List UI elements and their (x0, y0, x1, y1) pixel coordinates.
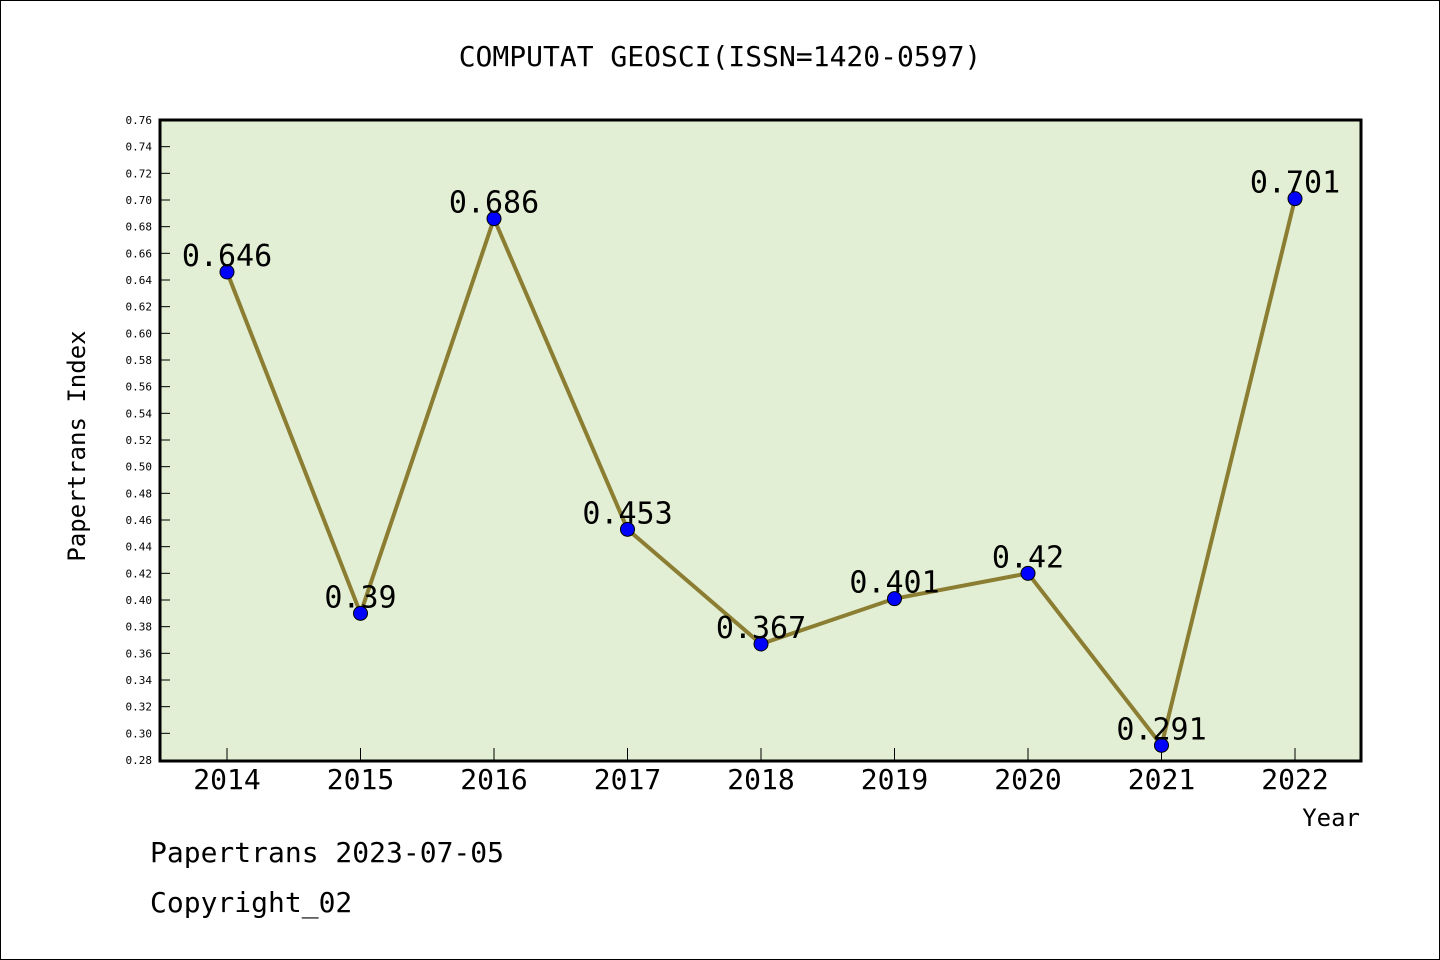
y-tick-label: 0.72 (126, 167, 153, 180)
y-tick-label: 0.64 (126, 274, 153, 287)
y-tick-label: 0.30 (126, 727, 153, 740)
y-tick-label: 0.38 (126, 621, 153, 634)
y-tick-label: 0.52 (126, 434, 153, 447)
x-tick-label: 2019 (861, 763, 928, 796)
x-axis-label: Year (1302, 804, 1360, 832)
data-point-2019 (887, 591, 902, 607)
data-point-2014 (219, 264, 235, 280)
x-tick-label: 2021 (1128, 763, 1195, 796)
x-tick-label: 2016 (460, 763, 527, 796)
y-tick-label: 0.40 (126, 594, 153, 607)
y-tick-label: 0.48 (126, 487, 153, 500)
marker-group (219, 191, 1303, 753)
y-tick-label: 0.76 (126, 114, 153, 127)
y-tick-label: 0.50 (126, 461, 153, 474)
x-axis-ticks: 2014 2015 2016 2017 2018 2019 2020 2021 2022 (193, 748, 1329, 796)
data-label-2019: 0.401 (849, 566, 939, 601)
data-point-2020 (1020, 565, 1036, 581)
data-label-2015: 0.39 (324, 580, 396, 615)
data-point-2021 (1154, 737, 1169, 753)
y-tick-label: 0.60 (126, 327, 153, 340)
y-tick-label: 0.58 (126, 354, 153, 367)
x-tick-label: 2022 (1261, 763, 1328, 796)
data-point-2016 (486, 211, 502, 227)
y-tick-label: 0.44 (126, 541, 153, 554)
data-point-2018 (753, 636, 769, 652)
x-tick-label: 2014 (193, 763, 260, 796)
y-axis-ticks: 0.28 0.30 0.32 0.34 0.36 0.38 0.40 0.42 0.44 0.46… (126, 114, 170, 767)
data-label-2022: 0.701 (1250, 166, 1340, 201)
y-tick-label: 0.36 (126, 647, 153, 660)
footer-copyright: Copyright_02 (150, 886, 353, 919)
x-tick-label: 2020 (994, 763, 1061, 796)
data-label-group: 0.646 0.39 0.686 0.453 0.367 0.401 0.42 0.291 0.… (182, 166, 1340, 748)
chart-title: COMPUTAT GEOSCI(ISSN=1420-0597) (459, 40, 982, 73)
x-tick-label: 2018 (727, 763, 794, 796)
y-tick-label: 0.34 (126, 674, 153, 687)
y-tick-label: 0.66 (126, 247, 153, 260)
y-tick-label: 0.54 (126, 407, 153, 420)
data-point-2017 (620, 521, 635, 537)
y-tick-label: 0.70 (126, 194, 153, 207)
y-axis-label: Papertrans Index (63, 330, 91, 561)
x-tick-label: 2015 (327, 763, 394, 796)
data-point-2022 (1287, 191, 1303, 207)
y-tick-label: 0.68 (126, 221, 153, 234)
data-point-2015 (353, 605, 368, 621)
plot-area (158, 118, 1363, 763)
y-tick-label: 0.32 (126, 701, 153, 714)
y-tick-label: 0.28 (126, 754, 153, 767)
y-tick-label: 0.62 (126, 301, 153, 314)
data-label-2020: 0.42 (992, 540, 1064, 575)
y-tick-label: 0.42 (126, 567, 153, 580)
x-tick-label: 2017 (594, 763, 661, 796)
footer-date: Papertrans 2023-07-05 (150, 836, 505, 869)
y-tick-label: 0.56 (126, 381, 153, 394)
y-tick-label: 0.74 (126, 141, 153, 154)
data-label-2021: 0.291 (1116, 712, 1206, 747)
data-label-2014: 0.646 (182, 239, 272, 274)
y-tick-label: 0.46 (126, 514, 153, 527)
data-label-2017: 0.453 (582, 496, 672, 531)
data-label-2016: 0.686 (449, 186, 539, 221)
data-label-2018: 0.367 (716, 611, 806, 646)
